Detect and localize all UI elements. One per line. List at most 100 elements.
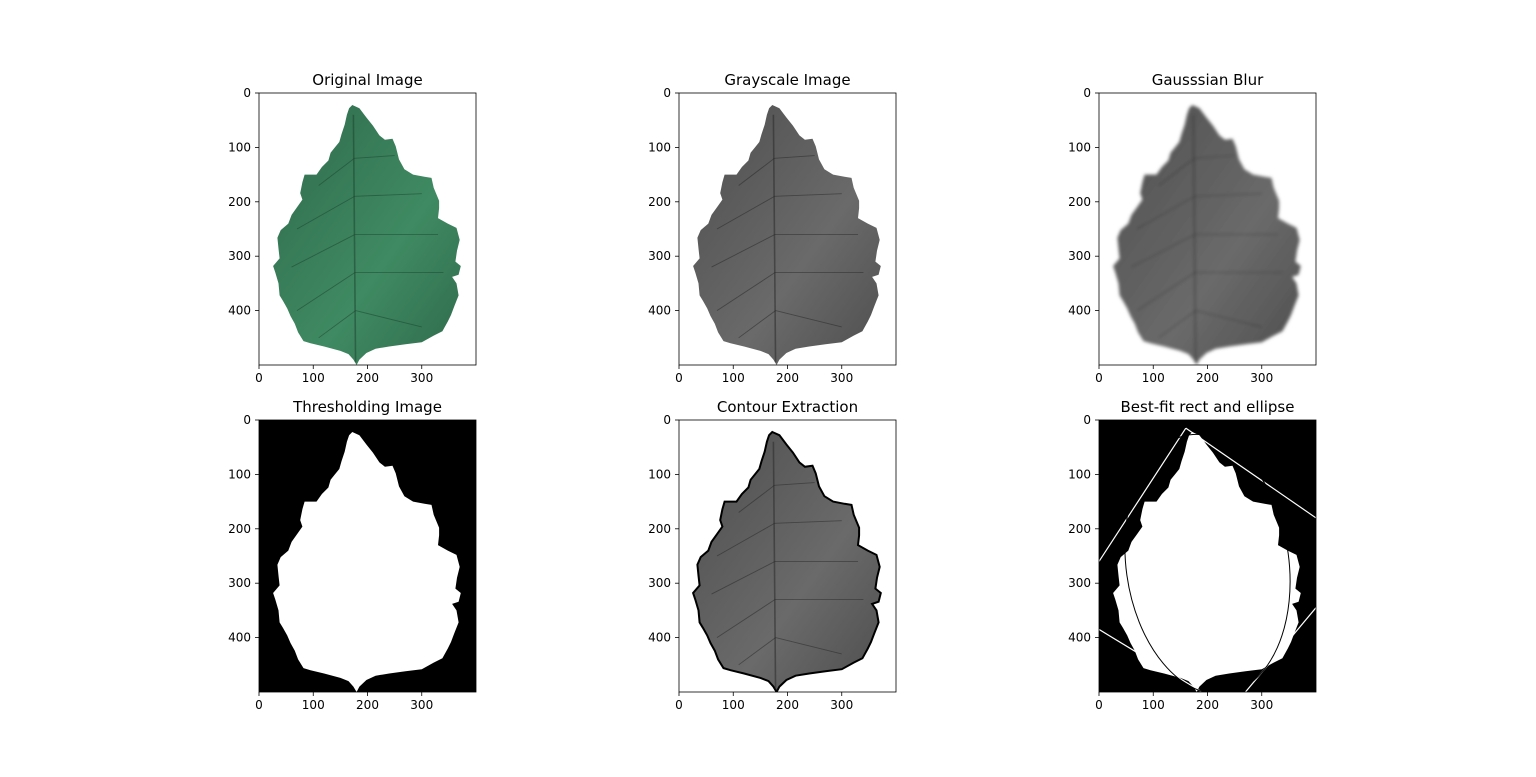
y-tick-label: 100 [1068,140,1091,154]
leaf-vein [716,195,775,230]
x-tick-label: 300 [1250,698,1273,712]
leaf-vein [716,599,776,638]
y-tick-label: 100 [1068,467,1091,481]
leaf-vein [775,637,842,655]
x-tick-label: 100 [722,371,745,385]
x-tick-label: 200 [776,371,799,385]
y-tick-label: 0 [1083,86,1091,100]
y-tick-label: 0 [243,413,251,427]
x-tick-label: 0 [255,698,263,712]
y-tick-label: 300 [1068,576,1091,590]
leaf-vein [774,155,815,159]
panel-title: Contour Extraction [717,398,858,416]
leaf-vein [711,234,776,268]
x-tick-label: 0 [675,698,683,712]
leaf-vein [774,193,842,197]
y-tick-label: 200 [1068,522,1091,536]
leaf-vein [711,561,776,595]
x-tick-label: 200 [776,698,799,712]
x-tick-label: 100 [1142,371,1165,385]
x-tick-label: 100 [302,698,325,712]
leaf-vein [318,157,355,186]
leaf-vein [296,195,355,230]
y-tick-label: 400 [648,304,671,318]
y-tick-label: 0 [663,86,671,100]
leaf-vein [296,272,356,311]
panel-title: Grayscale Image [724,71,850,89]
panel-image [693,105,881,365]
leaf-vein [775,310,842,328]
leaf-vein [318,310,356,339]
panel-title: Best-fit rect and ellipse [1121,398,1295,416]
panel-title: Gausssian Blur [1152,71,1264,89]
x-tick-label: 300 [410,698,433,712]
panel-image [273,105,461,365]
leaf-vein [1195,310,1262,328]
leaf-vein [738,157,775,186]
leaf-vein [354,155,395,159]
x-tick-label: 200 [1196,698,1219,712]
panel-grayscale: Grayscale Image 0 100 200 300 0 100 200 300 400 [648,71,897,385]
panel-image [691,430,882,692]
leaf-contour [691,430,882,692]
y-tick-label: 0 [663,413,671,427]
y-tick-label: 400 [1068,304,1091,318]
y-tick-label: 300 [228,249,251,263]
x-tick-label: 300 [830,698,853,712]
leaf-vein [716,272,776,311]
y-tick-label: 100 [648,467,671,481]
leaf-mask [1113,432,1301,692]
leaf-shape [693,105,881,365]
x-tick-label: 100 [1142,698,1165,712]
y-tick-label: 100 [228,140,251,154]
leaf-vein [1158,310,1196,339]
leaf-vein [738,637,776,666]
panel-original: Original Image 0 100 200 300 0 100 200 300 400 [228,71,477,385]
x-tick-label: 200 [356,371,379,385]
y-tick-label: 400 [228,631,251,645]
leaf-shape [273,105,461,365]
x-tick-label: 0 [1095,371,1103,385]
y-tick-label: 200 [648,522,671,536]
x-tick-label: 0 [675,371,683,385]
leaf-vein [291,234,356,268]
fit-rect-edge [1099,628,1203,692]
leaf-shape [1113,105,1301,365]
leaf-vein [772,441,777,690]
y-tick-label: 400 [228,304,251,318]
leaf-vein [774,520,842,524]
panel-image [273,432,461,692]
leaf-vein [1194,193,1262,197]
panel-bestfit: Best-fit rect and ellipse 0 100 200 300 0 100 2… [1068,398,1317,712]
y-tick-label: 200 [1068,195,1091,209]
leaf-vein [1136,272,1196,311]
panel-title: Thresholding Image [292,398,442,416]
leaf-vein [1131,234,1196,268]
x-tick-label: 200 [356,698,379,712]
y-tick-label: 0 [1083,413,1091,427]
leaf-vein [1158,157,1195,186]
y-tick-label: 0 [243,86,251,100]
leaf-vein [716,522,775,557]
y-tick-label: 200 [228,522,251,536]
leaf-vein [352,114,357,363]
fit-ellipse [1124,433,1291,692]
panel-threshold: Thresholding Image 0 100 200 300 0 100 200 300 40… [228,398,477,712]
x-tick-label: 100 [722,698,745,712]
panel-title: Original Image [312,71,422,89]
fit-rect-edge [1099,427,1187,562]
y-tick-label: 200 [648,195,671,209]
leaf-vein [354,193,422,197]
panel-image [1113,105,1301,365]
leaf-mask [273,432,461,692]
x-tick-label: 300 [410,371,433,385]
y-tick-label: 100 [228,467,251,481]
leaf-vein [1194,155,1235,159]
leaf-vein [355,310,422,328]
panel-image [1099,427,1316,692]
leaf-vein [772,114,777,363]
y-tick-label: 300 [648,576,671,590]
x-tick-label: 0 [1095,698,1103,712]
leaf-vein [774,482,815,486]
